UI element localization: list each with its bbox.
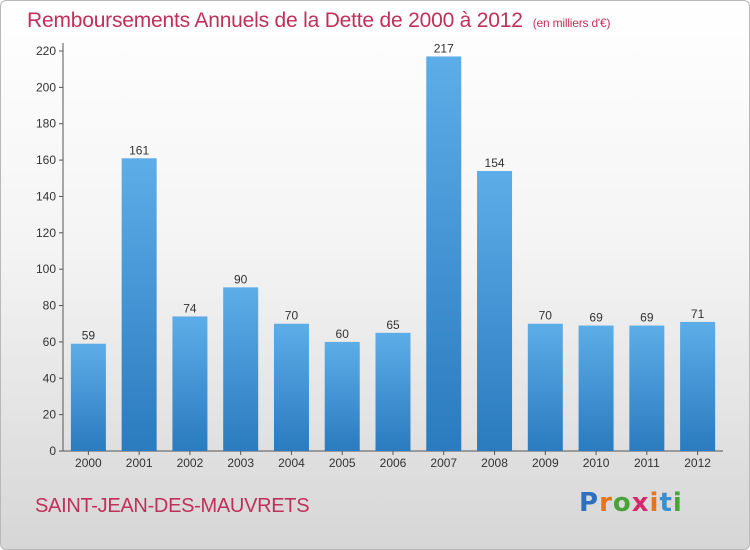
- data-label: 74: [183, 301, 197, 315]
- bar: [578, 325, 614, 451]
- logo-letter: i: [672, 488, 683, 518]
- data-label: 60: [336, 327, 350, 341]
- x-tick-label: 2002: [177, 456, 204, 470]
- bar: [273, 323, 309, 451]
- bar: [527, 323, 563, 451]
- y-tick-label: 80: [43, 299, 57, 313]
- data-label: 161: [129, 143, 149, 157]
- x-tick-label: 2000: [75, 456, 102, 470]
- proxiti-logo: Proxiti: [579, 488, 683, 518]
- x-tick-label: 2011: [634, 456, 660, 470]
- y-tick-label: 140: [36, 189, 56, 203]
- data-label: 59: [82, 329, 96, 343]
- x-tick-label: 2007: [430, 456, 457, 470]
- bar: [426, 56, 462, 452]
- x-tick-label: 2001: [126, 456, 153, 470]
- y-tick-label: 0: [49, 444, 56, 458]
- bar: [477, 171, 513, 451]
- data-label: 217: [434, 41, 454, 55]
- x-tick-label: 2005: [329, 456, 356, 470]
- y-tick-label: 100: [36, 262, 56, 276]
- title-unit: (en milliers d'€): [532, 16, 611, 30]
- y-tick-label: 180: [36, 117, 56, 131]
- data-label: 154: [485, 156, 505, 170]
- bar: [70, 343, 106, 451]
- logo-letter: i: [649, 488, 660, 518]
- bar: [629, 325, 665, 451]
- y-tick-label: 20: [43, 408, 57, 422]
- y-tick-label: 120: [36, 226, 56, 240]
- bar: [172, 316, 208, 451]
- commune-name: SAINT-JEAN-DES-MAUVRETS: [35, 495, 310, 517]
- x-tick-label: 2012: [684, 456, 711, 470]
- logo-letter: r: [599, 488, 613, 518]
- data-label: 65: [386, 318, 400, 332]
- bar: [680, 321, 716, 451]
- logo-letter: t: [659, 488, 673, 518]
- x-tick-label: 2006: [380, 456, 407, 470]
- title-text: Remboursements Annuels de la Dette de 20…: [27, 9, 523, 32]
- y-tick-label: 220: [36, 44, 56, 58]
- x-tick-label: 2008: [481, 456, 508, 470]
- bar: [121, 158, 157, 452]
- x-tick-label: 2010: [583, 456, 610, 470]
- logo-letter: P: [579, 488, 600, 518]
- data-label: 69: [640, 311, 654, 325]
- data-label: 70: [539, 309, 553, 323]
- y-tick-label: 160: [36, 153, 56, 167]
- bar: [223, 287, 259, 451]
- logo-letter: x: [631, 488, 650, 518]
- bar: [324, 341, 360, 451]
- data-label: 69: [589, 311, 603, 325]
- y-tick-label: 60: [43, 335, 57, 349]
- y-tick-label: 40: [43, 371, 57, 385]
- logo-letter: o: [612, 488, 632, 518]
- data-label: 70: [285, 309, 299, 323]
- data-label: 90: [234, 272, 248, 286]
- x-tick-label: 2004: [278, 456, 305, 470]
- y-tick-label: 200: [36, 80, 56, 94]
- chart-title: Remboursements Annuels de la Dette de 20…: [27, 9, 610, 33]
- data-label: 71: [691, 307, 705, 321]
- x-tick-label: 2009: [532, 456, 559, 470]
- bar: [375, 332, 411, 451]
- x-tick-label: 2003: [227, 456, 254, 470]
